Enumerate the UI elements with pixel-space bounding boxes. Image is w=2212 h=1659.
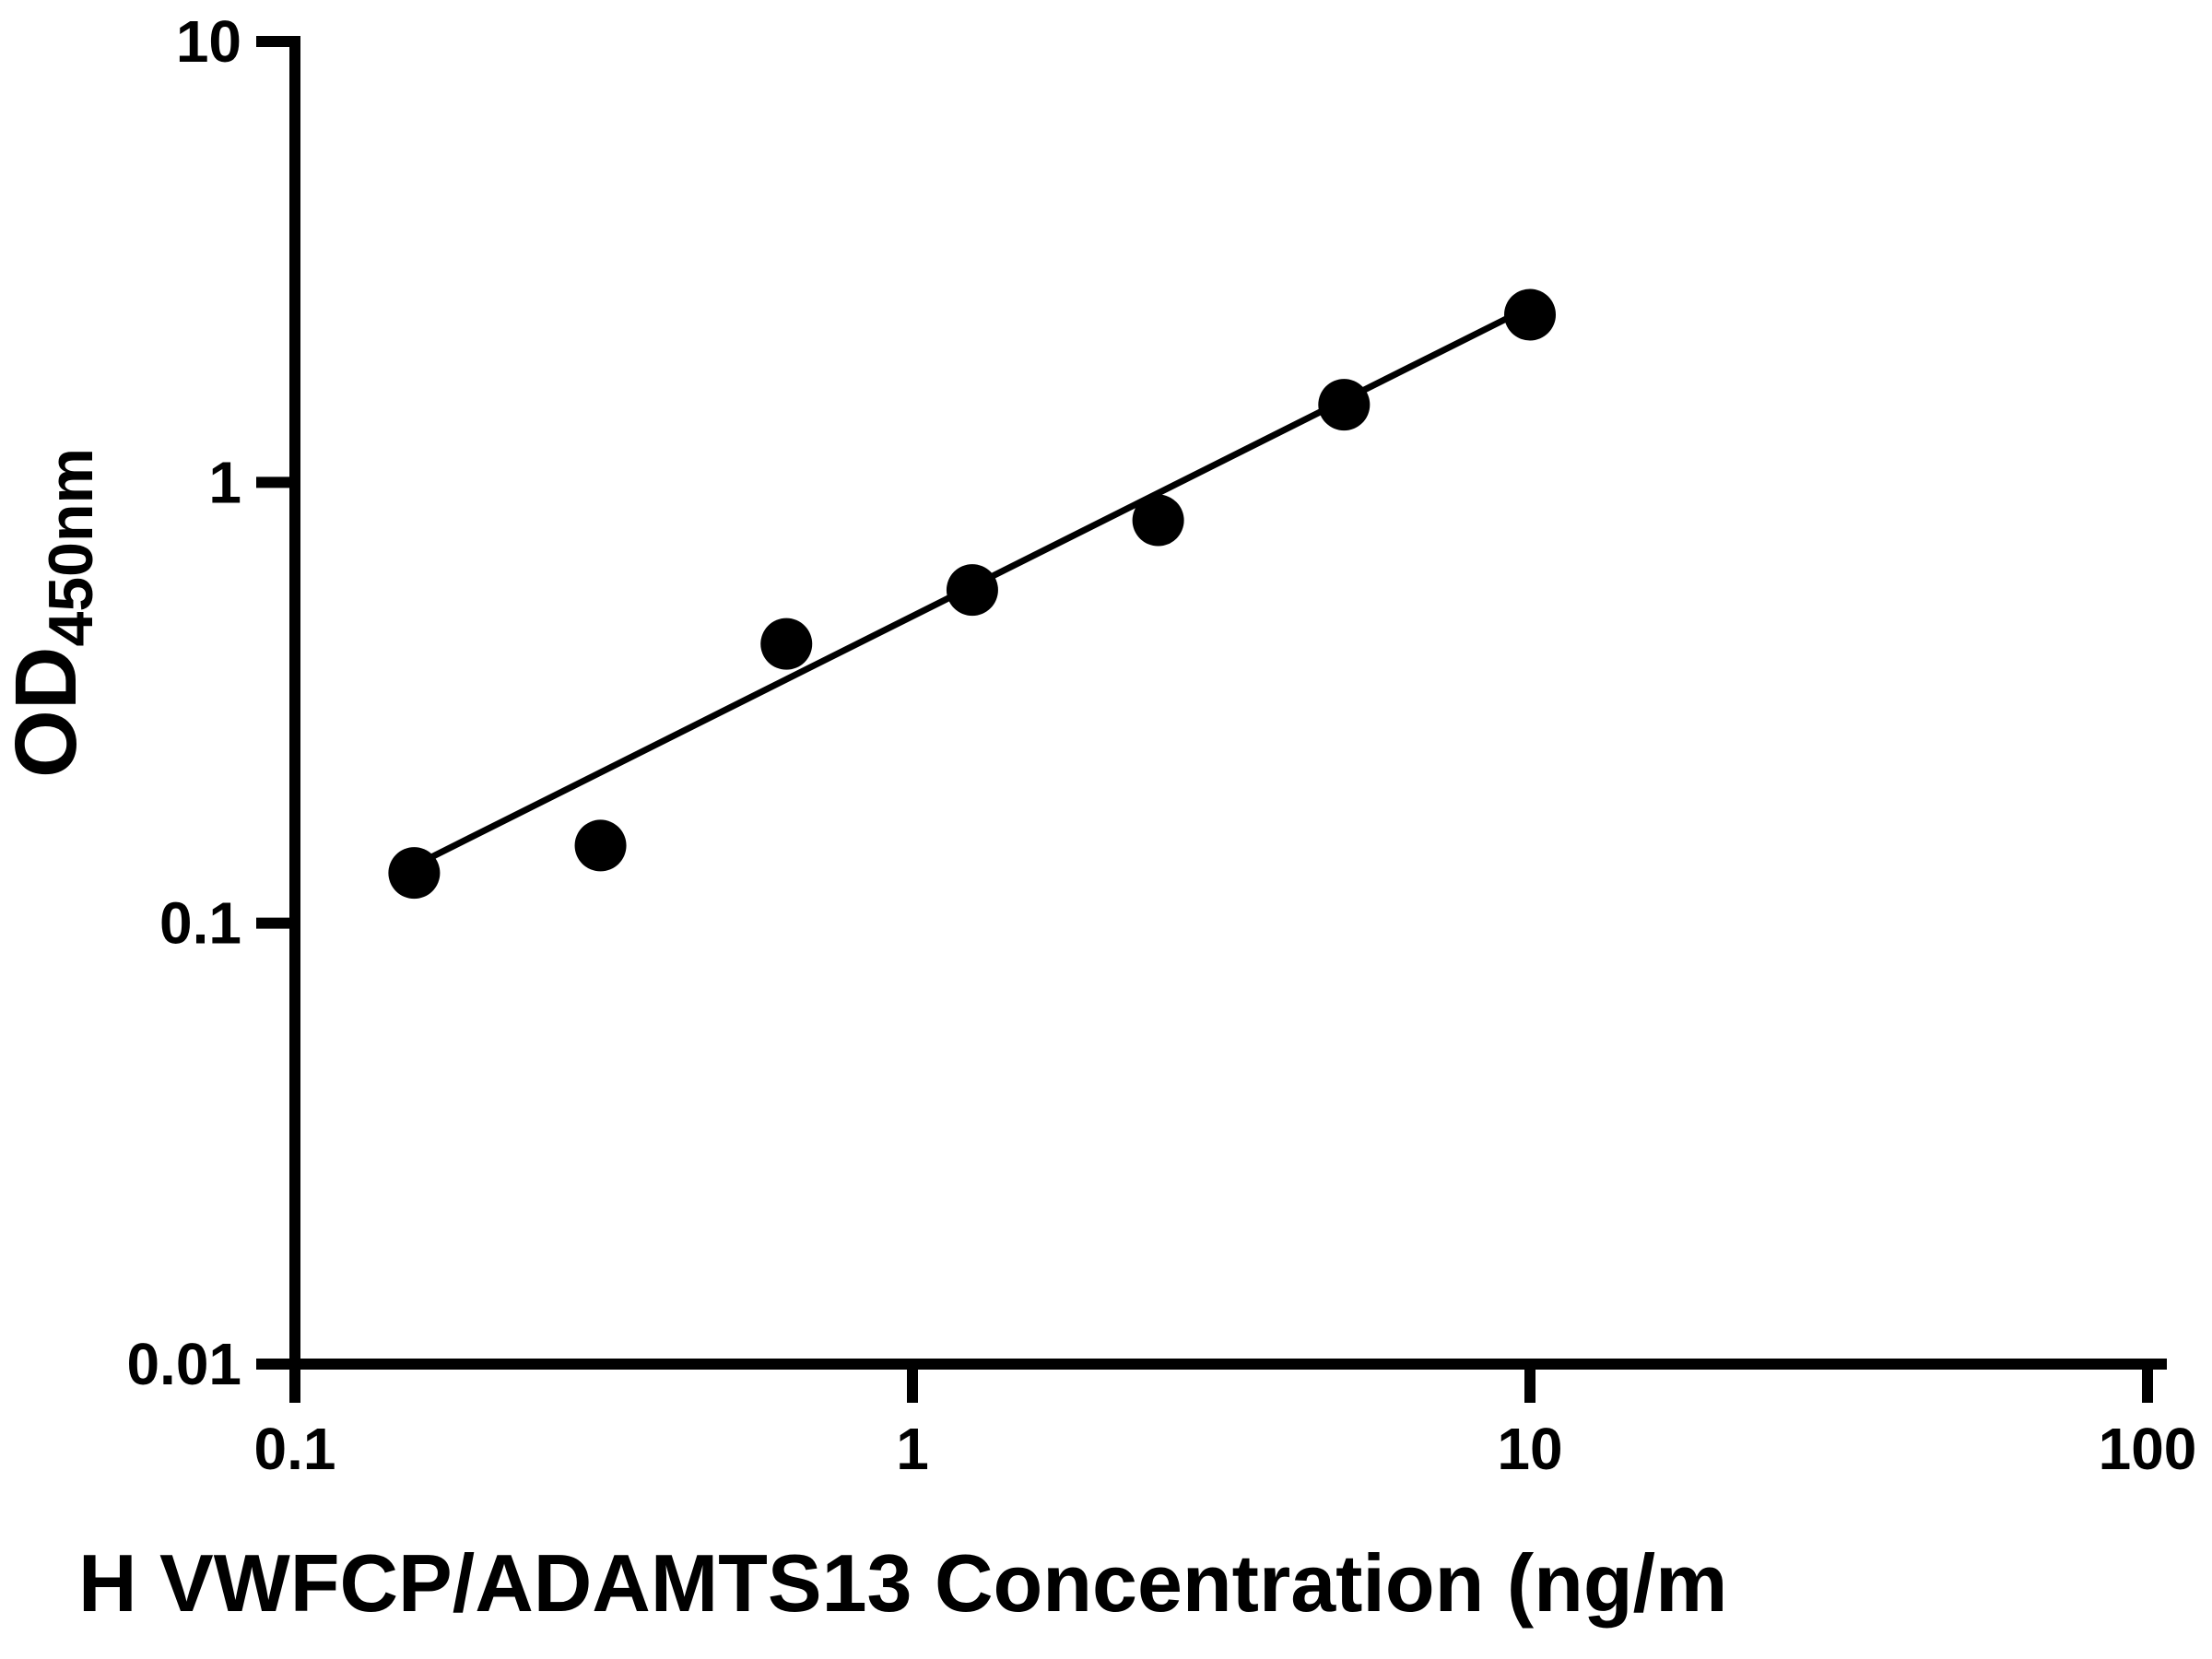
data-point <box>388 847 441 900</box>
data-point <box>1132 494 1184 547</box>
x-axis-title: H VWFCP/ADAMTS13 Concentration (ng/m <box>78 1537 1727 1629</box>
y-axis-tick-label: 0.1 <box>159 890 241 957</box>
data-point <box>574 819 627 872</box>
x-axis-tick-label: 1 <box>896 1416 929 1482</box>
data-point <box>1504 288 1556 341</box>
x-axis-tick-label: 10 <box>1497 1416 1562 1482</box>
data-point <box>946 564 998 617</box>
x-axis-tick-label: 0.1 <box>254 1416 336 1482</box>
y-axis-tick-label: 1 <box>208 449 241 515</box>
x-axis-tick-label: 100 <box>2099 1416 2197 1482</box>
y-axis-tick-label: 10 <box>176 8 241 75</box>
y-axis-title-main: OD <box>0 646 95 778</box>
data-point <box>1318 379 1371 431</box>
y-axis-tick-label: 0.01 <box>126 1331 241 1397</box>
data-point <box>760 618 813 670</box>
y-axis-title: OD450nm <box>0 448 106 778</box>
y-axis-title-subscript: 450nm <box>36 448 106 646</box>
